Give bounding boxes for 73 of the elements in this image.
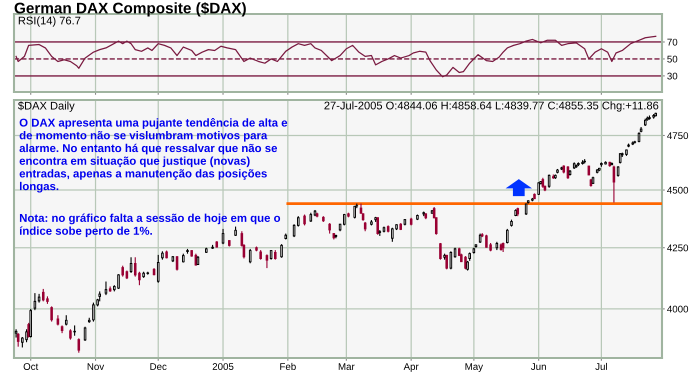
candlestick [156,254,160,284]
candlestick [618,152,622,164]
candlestick [310,212,312,222]
x-tick-label: May [465,363,484,372]
candlestick [84,326,86,342]
x-tick-label: Jul [595,362,607,370]
candlestick [353,205,356,220]
candlestick [42,288,45,302]
y-tick-label: 4500 [667,186,688,194]
candlestick [92,302,95,322]
x-tick-label: Apr [404,363,419,372]
y-tick-label: 4250 [667,244,688,252]
candlestick [73,324,76,336]
candlestick [78,338,80,354]
candlestick [328,222,331,234]
candlestick [50,306,53,322]
candlestick [303,214,306,226]
chart-title: German DAX Composite ($DAX) [14,2,246,17]
y-tick-label: 4750 [667,132,688,140]
candlestick [542,177,544,188]
candlestick [439,242,442,260]
y-tick-label: 4000 [667,306,688,313]
candlestick [259,250,262,260]
candlestick [612,165,616,204]
candlestick [464,256,467,270]
candlestick [280,244,283,258]
y-tick-label: 70 [667,38,678,46]
candlestick [524,203,528,216]
candlestick [130,256,132,274]
candlestick [537,182,540,196]
candlestick [21,336,24,348]
candlestick [69,328,72,340]
candlestick [117,274,120,290]
candlestick [64,314,68,326]
candlestick [248,248,252,264]
x-tick-label: Jun [530,363,546,370]
candlestick [466,260,469,272]
candlestick [566,166,570,180]
x-tick-label: Nov [88,363,104,370]
candlestick [176,256,178,272]
x-tick-label: Mar [338,363,355,370]
candlestick [104,280,108,296]
candlestick [450,250,452,270]
candlestick [134,256,137,278]
x-tick-label: Dec [150,363,167,370]
candlestick [16,332,20,348]
candlestick [478,233,482,244]
candlestick [588,165,590,176]
candlestick [234,226,237,236]
candlestick [548,174,550,188]
candlestick [274,250,277,260]
x-tick-label: 2005 [212,363,234,370]
candlestick [638,132,640,143]
y-tick-label: 50 [667,56,678,63]
candlestick [364,221,366,232]
annotation: RSI(14) 76.7 [18,16,80,27]
candlestick [391,227,394,242]
candlestick [121,265,124,278]
candlestick [616,166,620,178]
candlestick [222,228,224,245]
candlestick [485,234,488,248]
x-tick-label: Oct [24,363,38,370]
candlestick [506,228,509,244]
candlestick [266,254,268,269]
candlestick [56,314,60,326]
annotation: $DAX Daily [18,101,75,112]
annotation: O DAX apresenta uma pujante tendência de alta e de momento não se vislumbram motivos para alarme. No entanto há que ressalvar que não se encontra em situação que justique (novas) entradas, apenas a manutenção das posições longas. [20,118,288,192]
y-tick-label: 30 [667,72,678,80]
x-tick-label: Feb [280,362,296,370]
candlestick [270,250,272,260]
annotation: Nota: no gráfico falta a sessão de hoje em que o índice sobe perto de 1%. [20,214,280,238]
candlestick [34,292,36,311]
annotation: 27-Jul-2005 O:4844.06 H:4858.64 L:4839.77 C:4855.35 Chg:+11.86 [324,101,658,112]
